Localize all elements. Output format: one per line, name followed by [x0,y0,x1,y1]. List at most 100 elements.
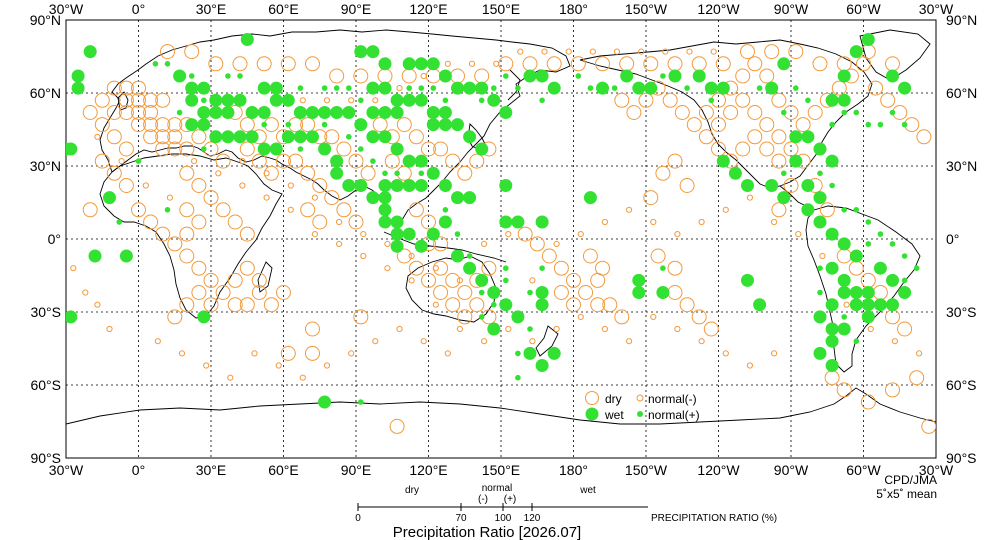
normal-plus-marker [135,158,142,164]
dry-marker [191,214,207,230]
normal-plus-marker [889,109,896,116]
wet-marker [451,118,464,132]
normal-minus-marker [722,206,729,213]
dry-marker [82,105,98,120]
dry-marker [329,68,345,84]
dry-marker [312,214,328,230]
wet-marker [813,142,827,156]
wet-marker [426,227,440,241]
normal-plus-marker [684,85,690,91]
normal-plus-marker [841,314,847,320]
legend-normal-plus-label: normal(+) [648,408,700,422]
normal-plus-marker [587,85,594,91]
normal-plus-marker [358,146,364,152]
normal-minus-marker [468,60,476,67]
wet-marker [741,179,754,192]
dry-marker [764,44,780,60]
dry-marker [155,226,171,242]
dry-marker [179,141,195,157]
wet-marker [402,93,416,107]
normal-minus-marker [311,194,318,201]
wet-marker [257,106,271,119]
lon-label-top: 150°W [625,1,668,17]
normal-minus-marker [360,231,367,238]
wet-marker [330,166,344,180]
wet-marker [849,249,863,263]
lon-label-top: 60°W [846,1,881,17]
normal-minus-marker [299,97,306,104]
normal-minus-marker [372,97,379,104]
normal-plus-marker [829,182,835,189]
dry-marker [251,272,267,288]
dry-marker [131,202,146,218]
wet-marker [898,286,912,299]
graticule [66,20,936,458]
dry-marker [868,80,884,96]
normal-minus-marker [626,206,633,213]
wet-marker [825,322,839,336]
wet-marker [378,106,392,119]
wet-marker [825,227,839,241]
normal-plus-marker [539,265,545,272]
normal-minus-marker [589,48,596,55]
normal-minus-marker [432,265,439,272]
wet-marker [632,273,646,287]
dry-marker [578,285,594,300]
wet-marker [390,93,404,107]
credit-label: CPD/JMA [884,473,937,487]
wet-marker [861,33,875,46]
normal-minus-marker [746,194,754,201]
wet-marker [451,191,464,205]
dry-marker [445,272,461,288]
dry-marker [595,56,610,72]
normal-minus-marker [396,85,403,92]
wet-marker [861,310,875,324]
wet-marker [366,130,380,144]
wet-marker [438,215,452,229]
lat-label-left: 60°S [30,377,61,393]
wet-marker [66,142,78,156]
dry-marker [807,105,823,120]
normal-plus-marker [188,73,195,79]
wet-marker [535,286,549,299]
normal-minus-marker [481,338,488,345]
dry-marker [457,165,473,181]
normal-minus-marker [662,48,669,55]
dry-marker [735,92,751,108]
wet-marker [366,191,380,205]
wet-marker [209,130,223,144]
normal-plus-marker [201,146,207,152]
dry-marker [263,297,279,313]
normal-minus-marker [94,301,101,308]
wet-marker [426,106,440,119]
wet-marker [487,93,501,107]
lon-label-bottom: 90°W [774,462,809,478]
wet-marker [487,286,501,299]
dry-marker [276,285,291,300]
dry-marker [546,56,562,72]
dry-marker [421,214,436,230]
dry-marker [921,418,936,434]
wet-marker [801,130,815,144]
scale-tick-label-70: 70 [455,513,467,524]
wet-marker [378,57,392,71]
normal-plus-marker [527,326,533,332]
dry-marker [167,129,183,145]
normal-minus-marker [118,158,125,165]
wet-marker [898,81,912,95]
normal-minus-marker [178,350,186,357]
wet-marker [257,81,271,95]
dry-marker [795,117,811,133]
dry-marker [481,260,497,276]
normal-plus-marker [382,170,388,177]
dry-marker [655,165,671,181]
wet-marker [426,166,440,180]
dry-marker [312,178,328,193]
wet-marker [789,154,803,168]
wet-marker [119,249,133,263]
lat-label-right: 90°S [946,450,977,466]
normal-plus-marker [756,85,763,91]
dry-marker [360,165,376,181]
lat-label-right: 60°S [946,377,977,393]
